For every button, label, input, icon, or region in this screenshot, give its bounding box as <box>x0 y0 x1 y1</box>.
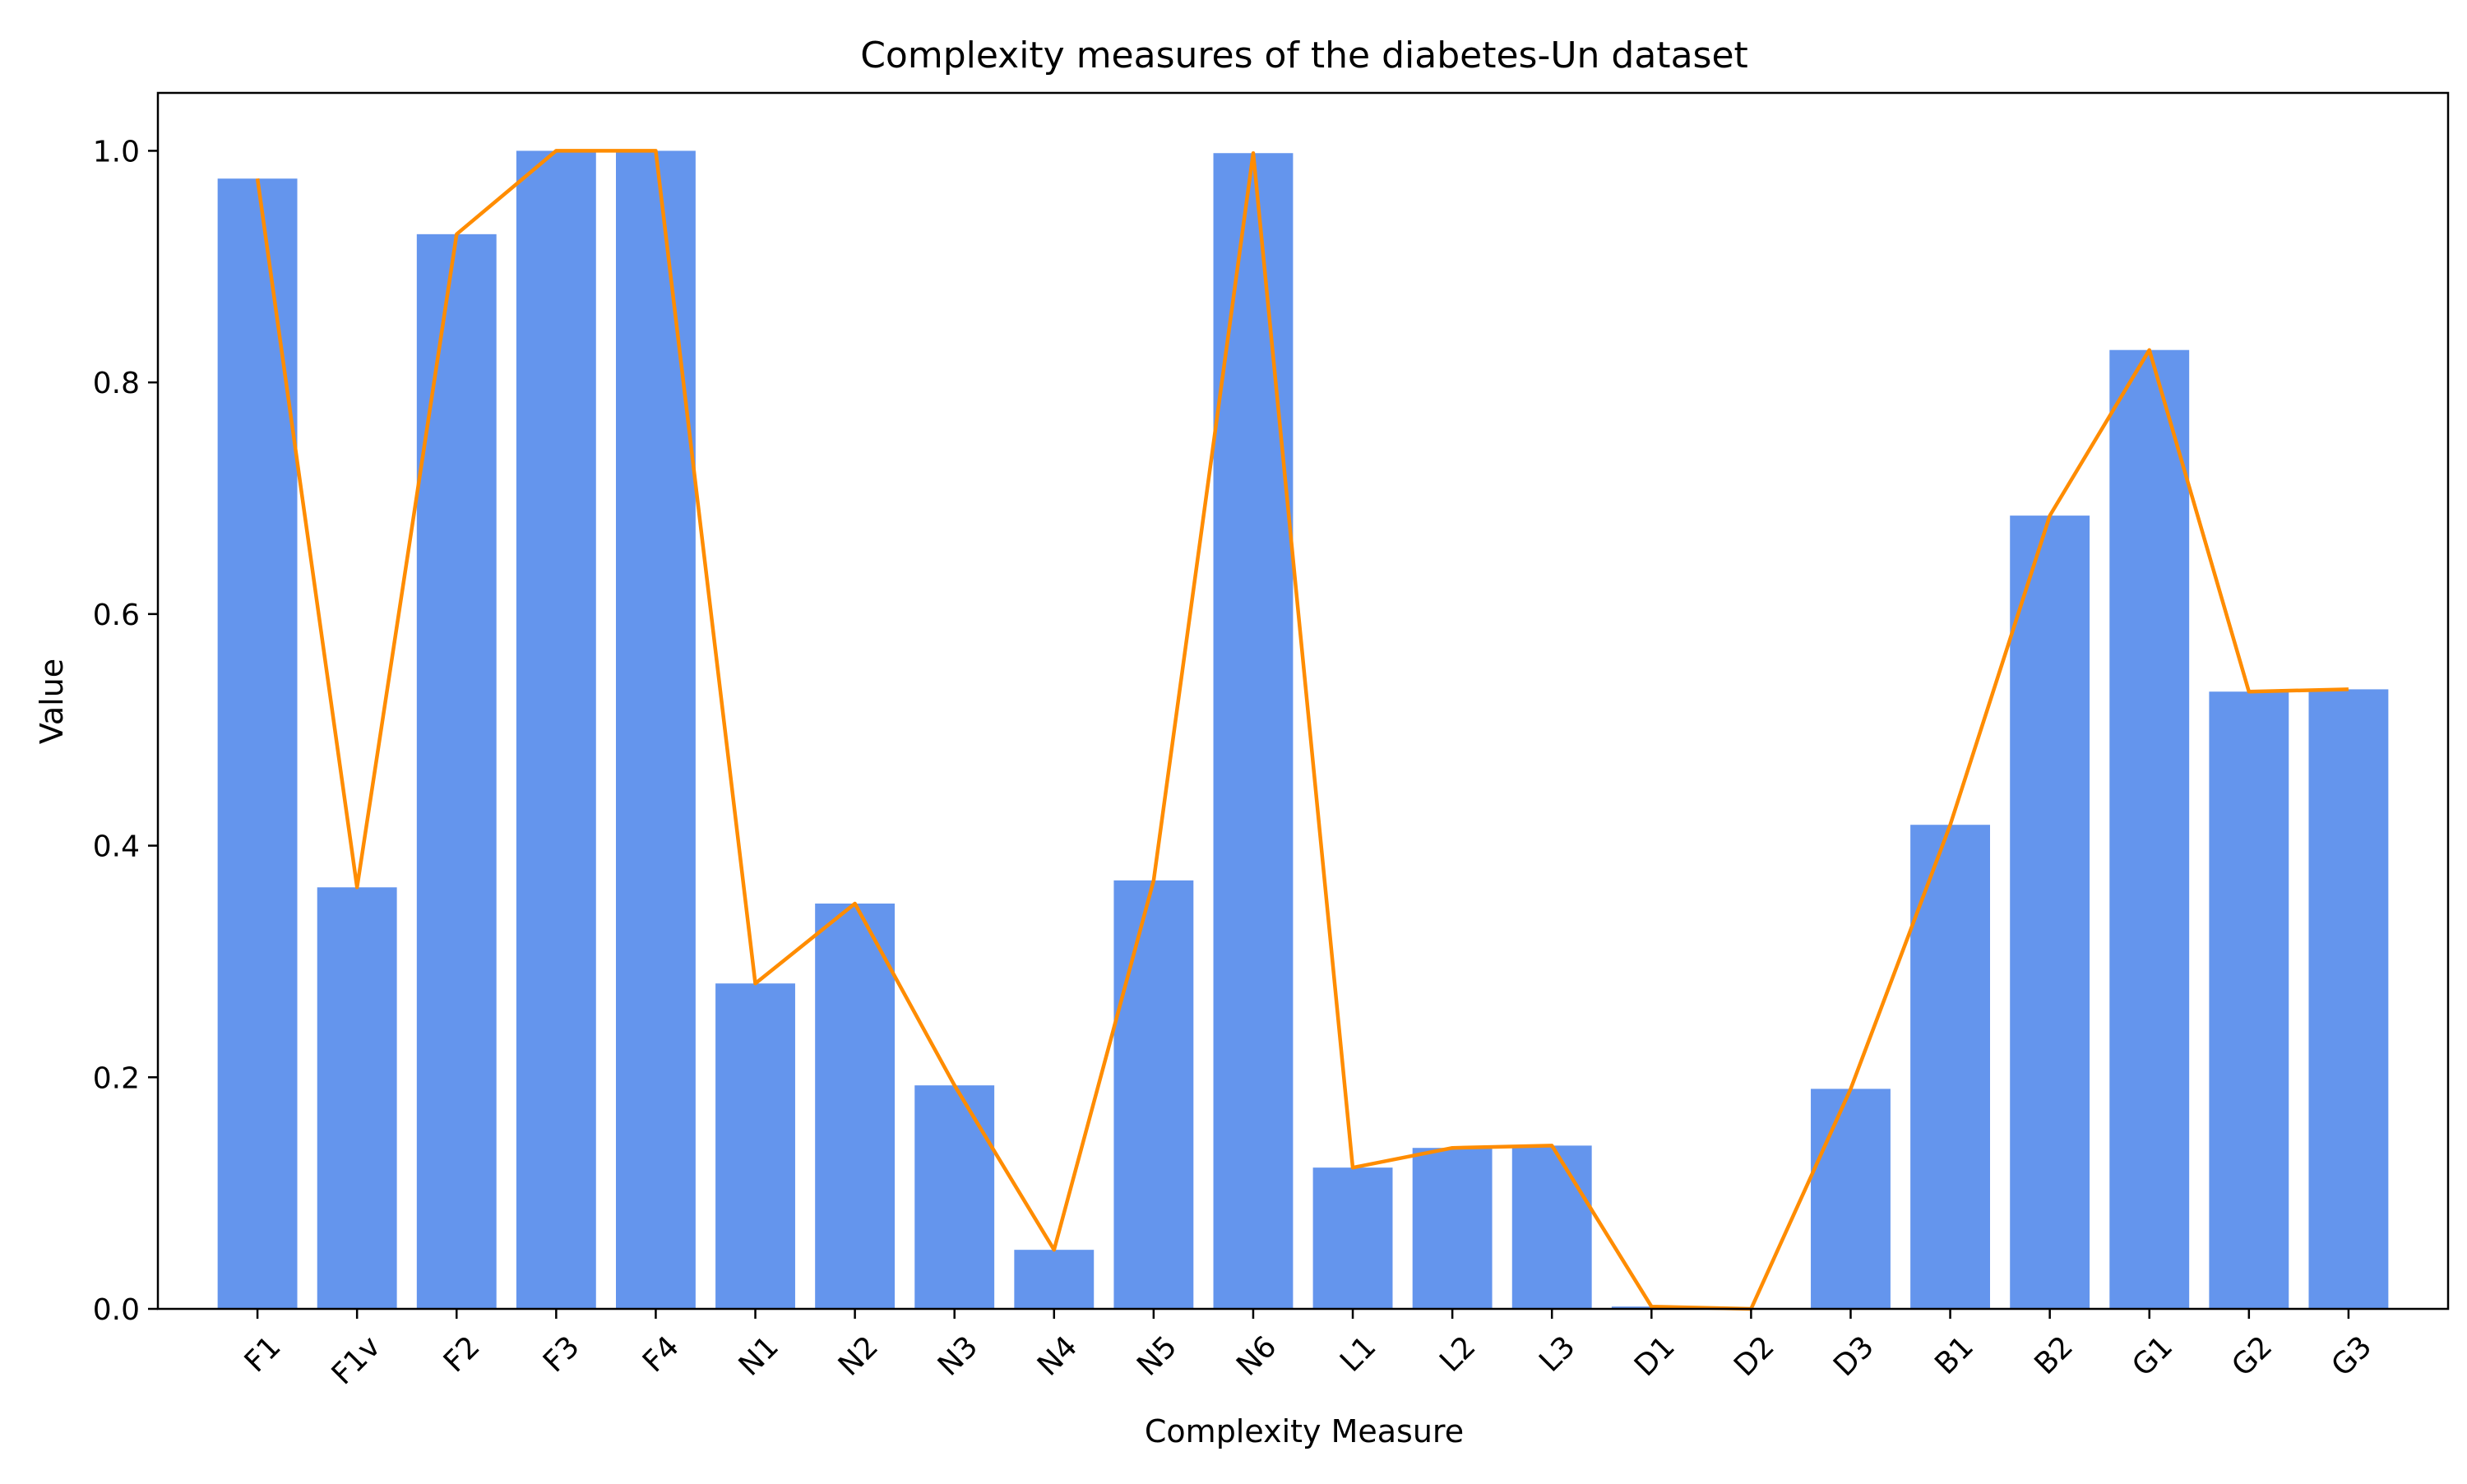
x-tick-label: L3 <box>1533 1329 1581 1378</box>
y-axis-label: Value <box>34 659 70 744</box>
bar-n1 <box>715 983 795 1309</box>
x-axis-label: Complexity Measure <box>1145 1413 1464 1449</box>
x-tick-label: L1 <box>1334 1329 1382 1378</box>
bar-l3 <box>1511 1145 1592 1309</box>
chart-title: Complexity measures of the diabetes-Un d… <box>860 35 1748 76</box>
bar-f2 <box>416 233 497 1309</box>
y-tick-label: 1.0 <box>93 135 140 169</box>
x-tick-label: B2 <box>2028 1329 2080 1381</box>
x-tick-label: G2 <box>2225 1329 2279 1383</box>
y-tick-label: 0.2 <box>93 1061 140 1095</box>
bar-f1 <box>217 178 298 1310</box>
bar-n5 <box>1113 880 1194 1309</box>
bar-n3 <box>914 1085 995 1309</box>
x-tick-label: B1 <box>1928 1329 1980 1381</box>
bar-f1v <box>317 887 397 1309</box>
x-tick-label: N5 <box>1131 1329 1183 1382</box>
y-tick-label: 0.0 <box>93 1293 140 1327</box>
bar-n4 <box>1014 1250 1095 1309</box>
bar-b2 <box>2010 515 2090 1309</box>
bar-f3 <box>516 150 596 1309</box>
x-tick-label: N1 <box>733 1329 785 1382</box>
x-tick-label: F2 <box>437 1329 487 1379</box>
x-tick-label: G3 <box>2325 1329 2378 1383</box>
bar-l2 <box>1412 1148 1493 1309</box>
x-tick-label: N6 <box>1230 1329 1283 1382</box>
x-tick-label: D1 <box>1628 1329 1682 1383</box>
bar-n6 <box>1213 153 1294 1309</box>
x-tick-label: N2 <box>832 1329 885 1382</box>
bar-g2 <box>2209 691 2289 1309</box>
x-tick-label: N3 <box>932 1329 984 1382</box>
bar-n2 <box>815 904 896 1309</box>
x-tick-label: N4 <box>1031 1329 1084 1382</box>
y-tick-labels: 0.0 0.2 0.4 0.6 0.8 1.0 <box>93 135 140 1327</box>
line-layer <box>255 149 2349 1311</box>
x-tick-label: F4 <box>636 1329 686 1379</box>
bars-layer <box>217 150 2389 1310</box>
bar-g3 <box>2308 689 2389 1309</box>
bar-f4 <box>616 150 696 1309</box>
y-tick-label: 0.8 <box>93 367 140 400</box>
bar-d3 <box>1811 1089 1891 1309</box>
x-tick-labels: F1 F1v F2 F3 F4 N1 N2 N3 N4 N5 N6 L1 L2 L3 D1 D2 D3 B1 B2 G… <box>238 1329 2379 1391</box>
axes-layer <box>148 91 2450 1319</box>
x-tick-label: F3 <box>537 1329 586 1379</box>
series-line <box>255 149 2349 1311</box>
plot-frame <box>156 91 2450 1311</box>
y-tick-label: 0.6 <box>93 599 140 632</box>
x-tick-label: F1 <box>238 1329 288 1379</box>
x-tick-label: F1v <box>326 1329 387 1391</box>
x-tick-label: G1 <box>2126 1329 2179 1383</box>
bar-g1 <box>2109 349 2190 1309</box>
x-tick-label: L2 <box>1433 1329 1482 1378</box>
x-tick-label: D3 <box>1827 1329 1881 1383</box>
y-tick-label: 0.4 <box>93 830 140 864</box>
x-tick-label: D2 <box>1728 1329 1781 1383</box>
bar-b1 <box>1910 825 1990 1309</box>
bar-l1 <box>1312 1167 1393 1309</box>
